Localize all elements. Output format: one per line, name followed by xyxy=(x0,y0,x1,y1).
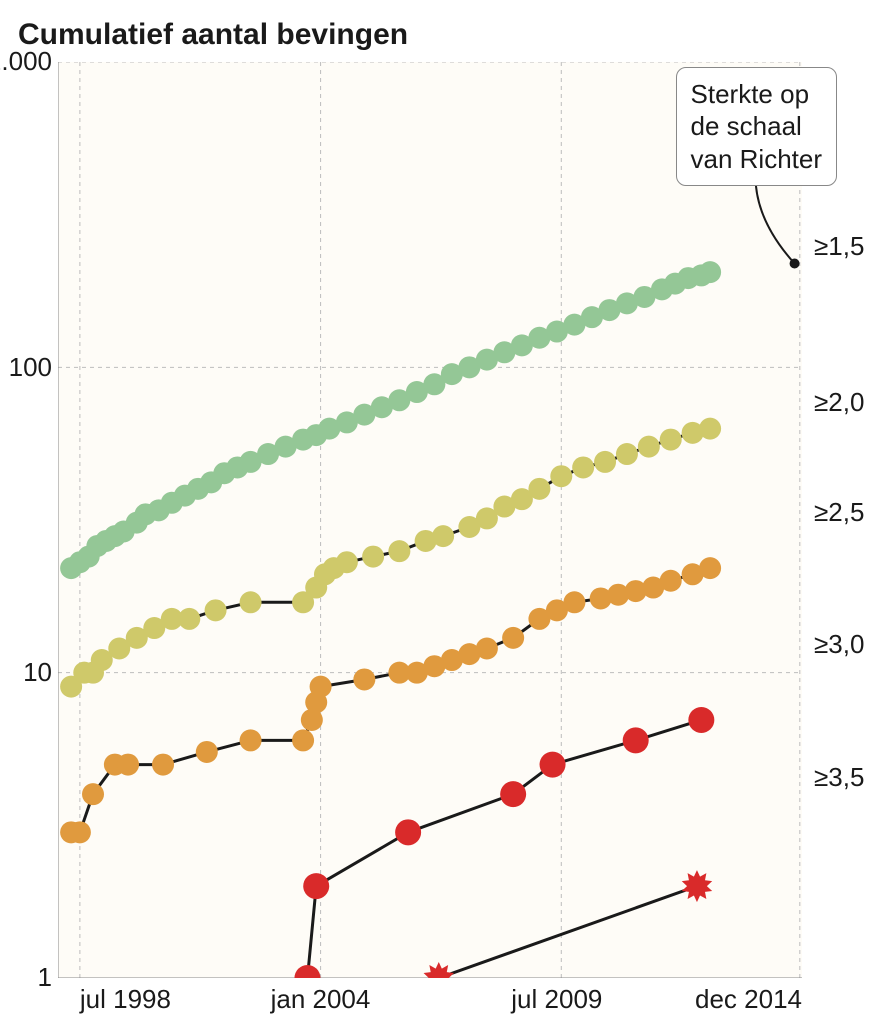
chart-title: Cumulatief aantal bevingen xyxy=(18,18,408,52)
x-tick-label: jul 2009 xyxy=(511,984,602,1015)
series-label: ≥2,5 xyxy=(814,497,864,528)
x-tick-label: jan 2004 xyxy=(271,984,371,1015)
x-tick-label: jul 1998 xyxy=(80,984,171,1015)
x-tick-label: dec 2014 xyxy=(695,984,802,1015)
y-tick-label: 1 xyxy=(38,962,52,993)
chart-plot-area xyxy=(58,62,802,978)
y-tick-label: 1.000 xyxy=(0,46,52,77)
series-label: ≥3,5 xyxy=(814,762,864,793)
series-label: ≥1,5 xyxy=(814,231,864,262)
y-tick-label: 100 xyxy=(9,352,52,383)
series-label: ≥3,0 xyxy=(814,629,864,660)
series-label: ≥2,0 xyxy=(814,387,864,418)
y-tick-label: 10 xyxy=(23,657,52,688)
legend-callout: Sterkte opde schaalvan Richter xyxy=(676,67,838,187)
